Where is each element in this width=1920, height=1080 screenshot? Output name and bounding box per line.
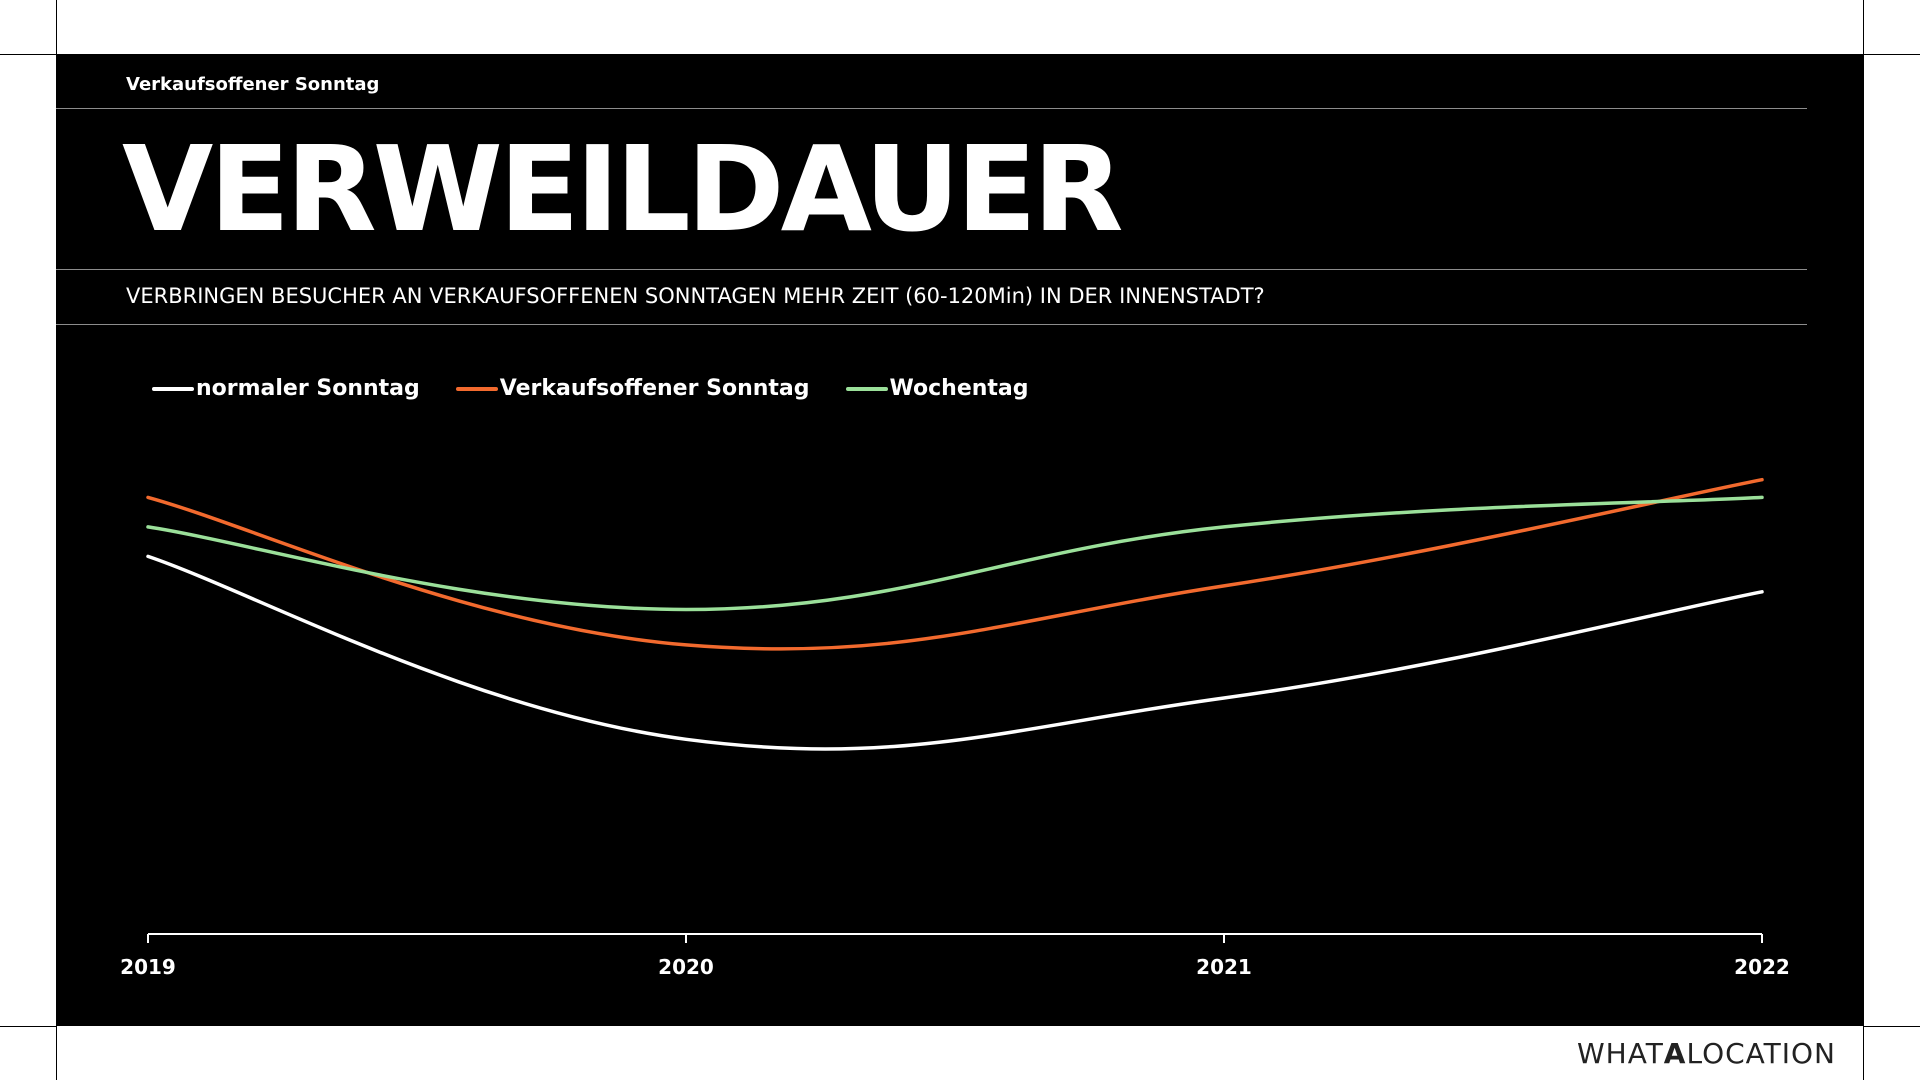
crop-mark <box>0 54 56 55</box>
divider <box>56 269 1807 270</box>
series-line-normaler-sonntag <box>146 554 1764 751</box>
divider <box>56 108 1807 109</box>
legend-item-normaler-sonntag: normaler Sonntag <box>152 376 420 401</box>
legend-item-wochentag: Wochentag <box>845 376 1029 401</box>
x-tick-label: 2022 <box>1734 955 1790 979</box>
legend-label: Verkaufsoffener Sonntag <box>499 376 810 401</box>
divider <box>56 324 1807 325</box>
crop-mark <box>1864 54 1920 55</box>
logo-text: LOCATION <box>1686 1037 1836 1070</box>
legend-label: normaler Sonntag <box>196 376 420 401</box>
crop-mark <box>1863 0 1864 54</box>
crop-mark <box>1864 1026 1920 1027</box>
line-chart: 2019 2020 2021 2022 <box>120 477 1790 979</box>
legend-swatch <box>152 386 194 391</box>
crop-mark <box>56 0 57 54</box>
chart-legend: normaler Sonntag Verkaufsoffener Sonntag… <box>152 376 1029 401</box>
logo-text: WHAT <box>1576 1037 1664 1070</box>
chart-question: VERBRINGEN BESUCHER AN VERKAUFSOFFENEN S… <box>126 284 1265 308</box>
page-title: VERWEILDAUER <box>122 120 1124 258</box>
eyebrow-label: Verkaufsoffener Sonntag <box>126 74 380 95</box>
crop-mark <box>56 1026 57 1080</box>
x-tick-label: 2020 <box>658 955 714 979</box>
legend-label: Wochentag <box>889 376 1029 401</box>
series-line-wochentag <box>146 495 1764 612</box>
legend-swatch <box>455 386 498 391</box>
legend-item-verkaufsoffener-sonntag: Verkaufsoffener Sonntag <box>455 376 810 401</box>
x-tick-label: 2021 <box>1196 955 1252 979</box>
x-tick-label: 2019 <box>120 955 176 979</box>
slide-panel: Verkaufsoffener Sonntag VERWEILDAUER VER… <box>56 54 1864 1026</box>
legend-swatch <box>845 386 888 391</box>
crop-mark <box>1863 1026 1864 1080</box>
brand-logo: WHATALOCATION <box>1577 1037 1836 1070</box>
crop-mark <box>0 1026 56 1027</box>
logo-text-bold: A <box>1663 1037 1687 1070</box>
